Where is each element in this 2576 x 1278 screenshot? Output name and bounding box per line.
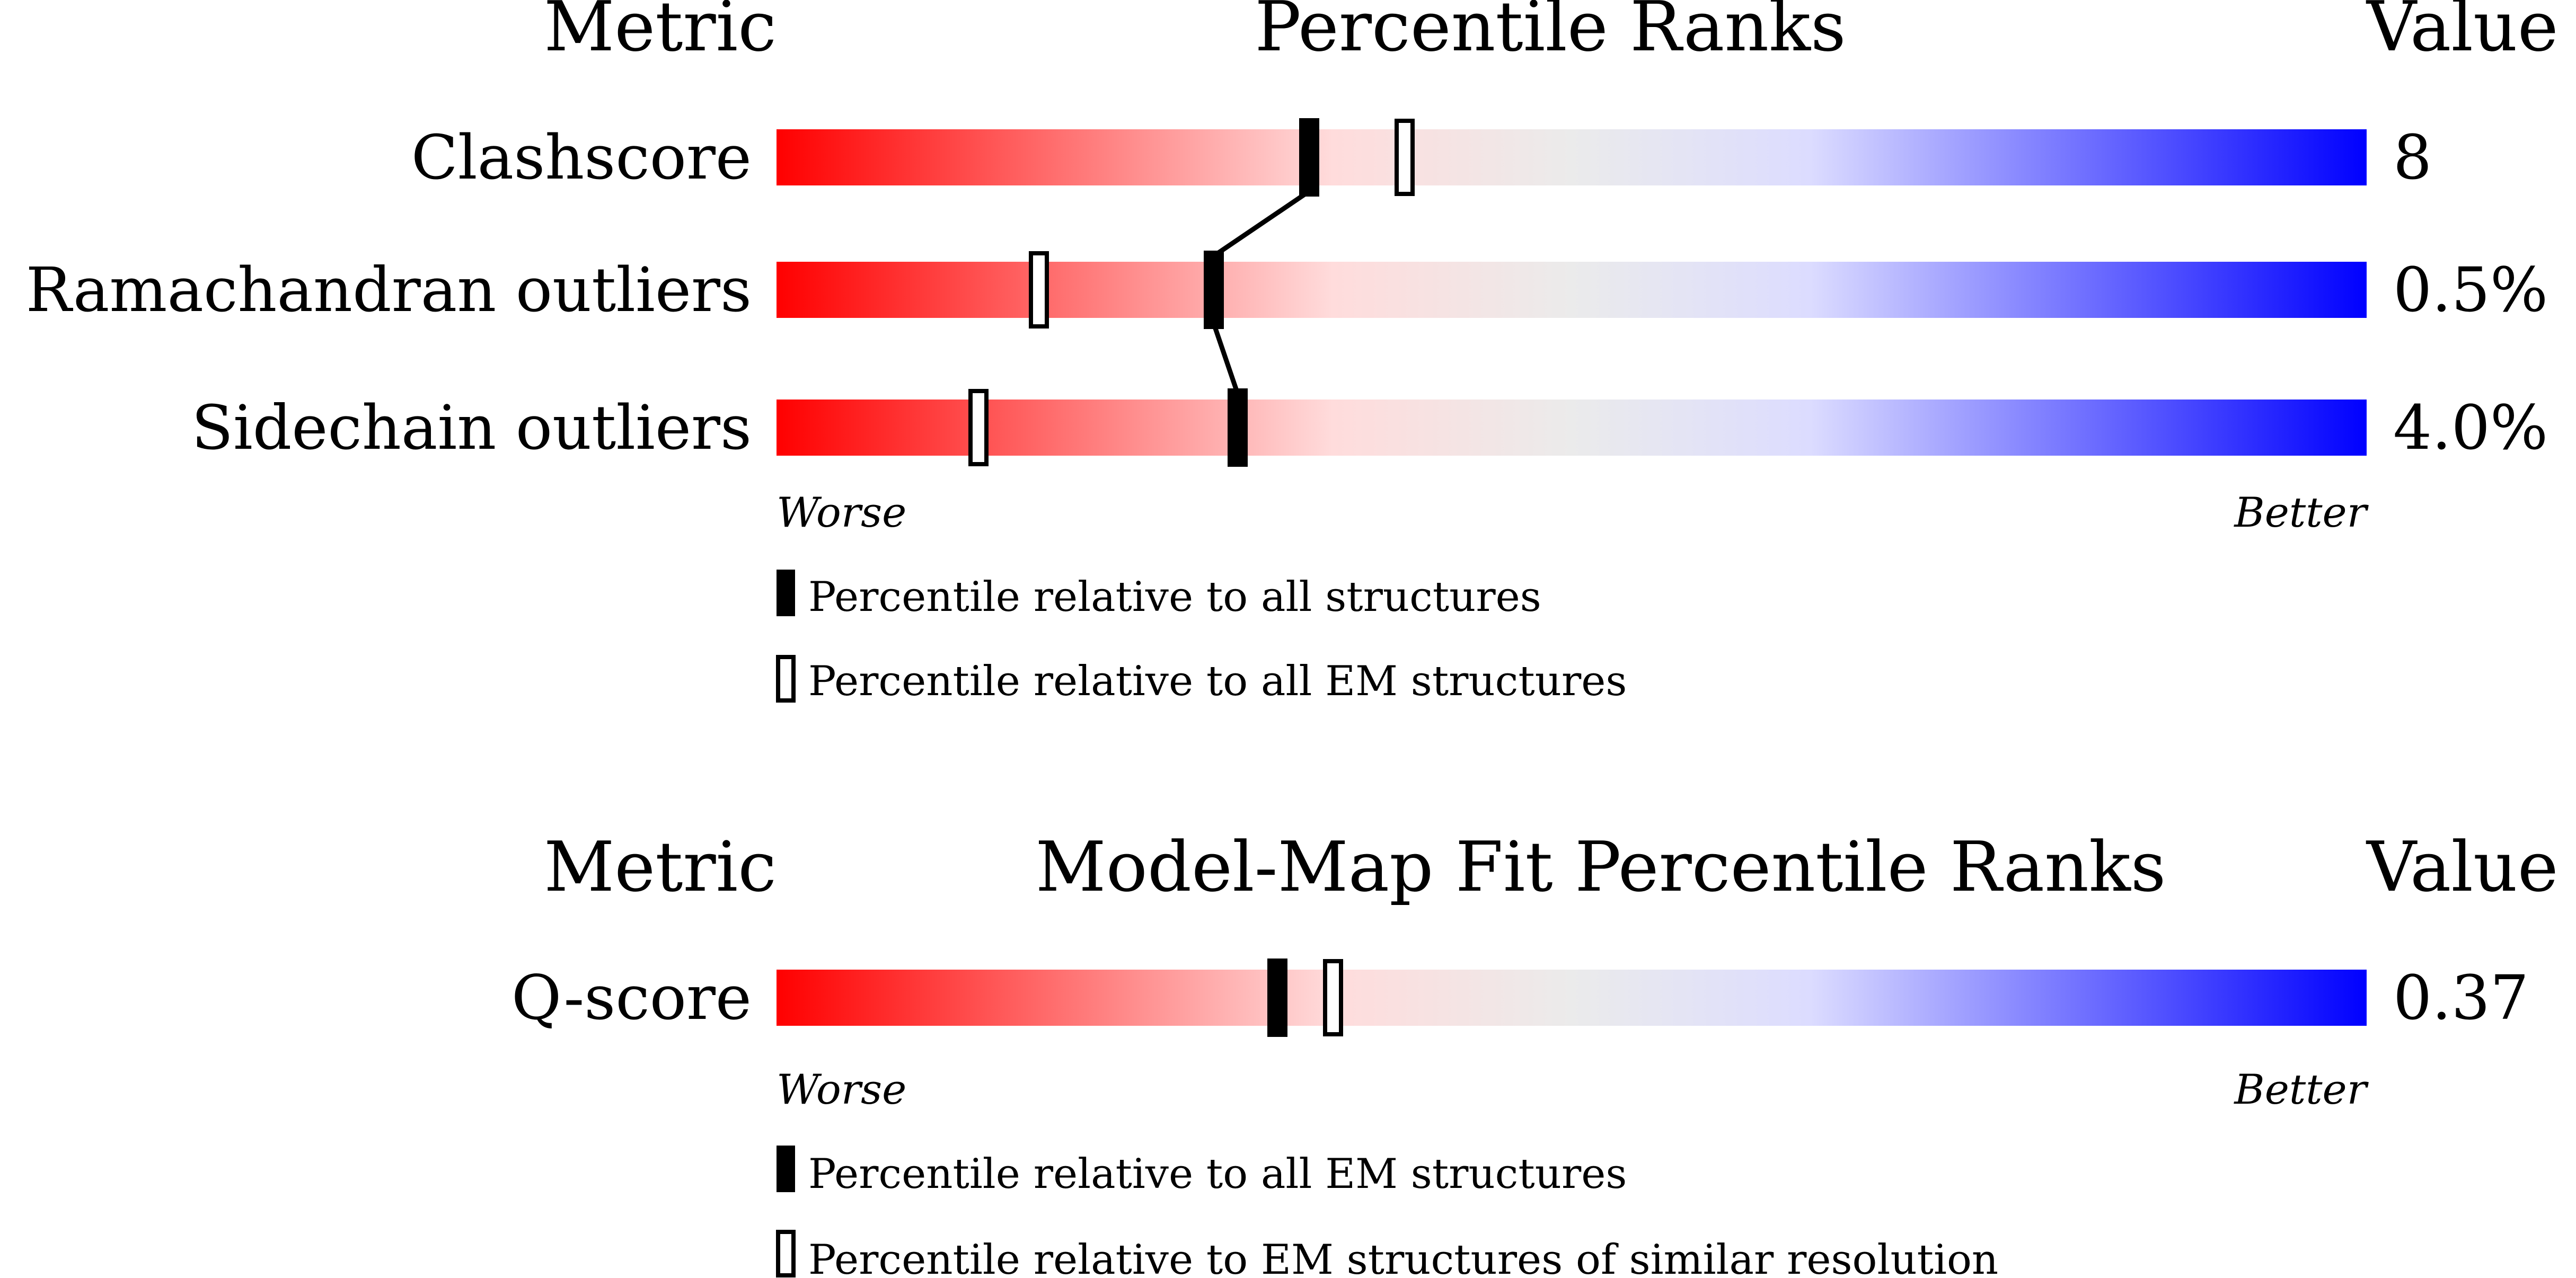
panel1-value-sidechain-outliers: 4.0% (2393, 393, 2548, 464)
panel2-worse-label: Worse (777, 1066, 906, 1114)
panel1-worse-label: Worse (777, 489, 906, 537)
panel1-metric-label-sidechain-outliers: Sidechain outliers (191, 393, 752, 464)
panel1-all-percentile-marker-clashscore (1299, 118, 1319, 197)
panel1-rows: Clashscore 8 Ramachandran outliers 0.5% Side… (26, 118, 2548, 467)
panel1-header-title: Percentile Ranks (1255, 0, 1846, 67)
panel2-header-value: Value (2366, 827, 2559, 907)
panel1-connector-line-1 (1211, 323, 1240, 395)
panel1-value-ramachandran-outliers: 0.5% (2393, 255, 2548, 326)
panel1-gradient-bar-ramachandran-outliers (777, 262, 2367, 318)
panel2-em-percentile-marker-q-score (1323, 959, 1343, 1036)
panel1-gradient-bar-sidechain-outliers (777, 400, 2367, 456)
panel1-em-percentile-marker-sidechain-outliers (968, 389, 989, 466)
panel1-header-value: Value (2366, 0, 2559, 67)
panel1-connector-line-0 (1212, 189, 1311, 258)
legend-filled-marker-icon (777, 570, 795, 616)
panel1-legend-open-text: Percentile relative to all EM structures (808, 658, 1627, 705)
panel1-gradient-bar-clashscore (777, 129, 2367, 185)
panel1-em-percentile-marker-ramachandran-outliers (1029, 251, 1049, 329)
panel1-em-percentile-marker-clashscore (1395, 119, 1415, 196)
panel1-all-percentile-marker-sidechain-outliers (1228, 388, 1248, 467)
panel2-metric-label-q-score: Q-score (511, 963, 752, 1034)
panel2-gradient-bar-q-score (777, 970, 2367, 1026)
panel1-metric-label-ramachandran-outliers: Ramachandran outliers (26, 255, 752, 326)
panel1-metric-label-clashscore: Clashscore (411, 122, 752, 193)
legend-open-marker-icon (776, 655, 796, 703)
legend2-open-marker-icon (776, 1230, 796, 1277)
panel1-better-label: Better (2233, 489, 2369, 537)
legend2-filled-marker-icon (777, 1146, 795, 1192)
panel1-legend-filled-text: Percentile relative to all structures (808, 573, 1541, 621)
panel2-legend-filled-text: Percentile relative to all EM structures (808, 1150, 1627, 1198)
panel2-value-q-score: 0.37 (2393, 963, 2529, 1034)
panel2-header-title: Model-Map Fit Percentile Ranks (1036, 827, 2166, 907)
panel2-better-label: Better (2233, 1066, 2369, 1114)
panel1-all-percentile-marker-ramachandran-outliers (1204, 251, 1224, 329)
panel1-value-clashscore: 8 (2393, 122, 2432, 193)
panel2-all-percentile-marker-q-score (1267, 958, 1287, 1037)
panel2-header-metric: Metric (544, 827, 777, 907)
panel2-legend-open-text: Percentile relative to EM structures of … (808, 1236, 1998, 1278)
panel1-connector-lines (1211, 189, 1311, 395)
panel2-rows: Q-score 0.37 (511, 958, 2529, 1037)
panel1-header-metric: Metric (544, 0, 777, 67)
